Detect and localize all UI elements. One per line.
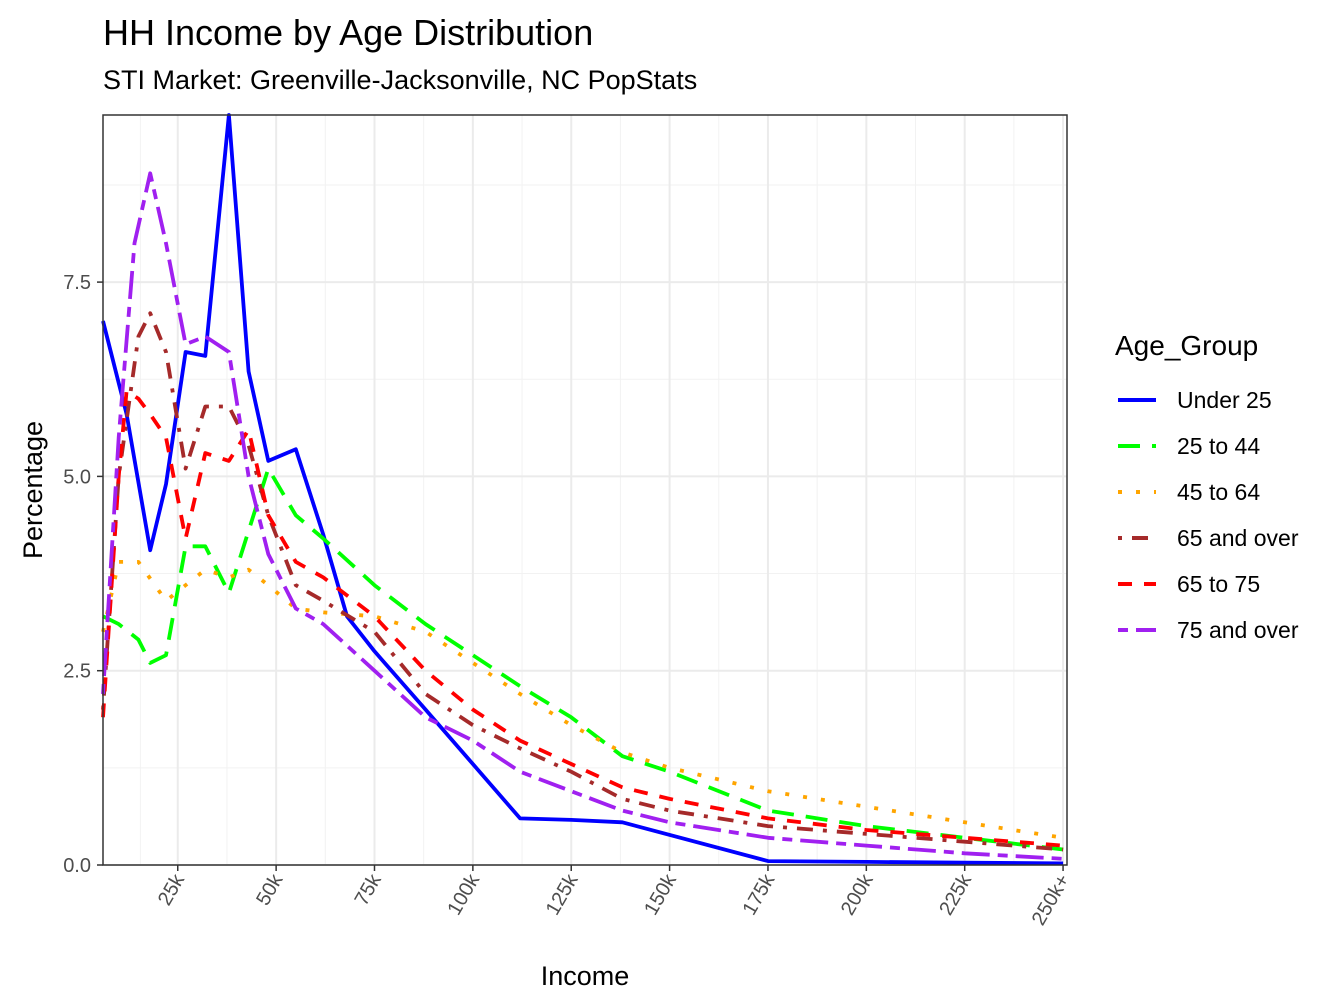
legend-label: 25 to 44 bbox=[1177, 432, 1261, 459]
y-tick-label: 5.0 bbox=[63, 466, 91, 488]
legend-label: 65 and over bbox=[1177, 524, 1299, 551]
x-tick-label: 150k bbox=[640, 870, 681, 919]
legend-key bbox=[1118, 582, 1156, 586]
legend-key bbox=[1118, 536, 1156, 540]
legend-item: 45 to 64 bbox=[1115, 472, 1260, 512]
x-tick-label: 250k+ bbox=[1028, 871, 1075, 930]
legend-label: Under 25 bbox=[1177, 386, 1272, 413]
legend-key bbox=[1118, 444, 1156, 448]
series-lines bbox=[101, 113, 1064, 866]
x-tick-label: 50k bbox=[252, 870, 288, 910]
legend-title: Age_Group bbox=[1115, 330, 1259, 361]
x-tick-label: 125k bbox=[542, 870, 583, 919]
y-tick-label: 2.5 bbox=[63, 661, 91, 683]
series-line-under-25 bbox=[101, 113, 1064, 866]
x-tick-label: 75k bbox=[351, 870, 387, 910]
chart-title: HH Income by Age Distribution bbox=[103, 12, 594, 53]
y-tick-label: 0.0 bbox=[63, 855, 91, 877]
legend-item: 65 and over bbox=[1115, 518, 1298, 558]
legend-label: 45 to 64 bbox=[1177, 478, 1261, 505]
series-line-25-to-44 bbox=[102, 466, 1064, 852]
grid-lines bbox=[103, 115, 1067, 866]
x-tick-label: 225k bbox=[935, 870, 976, 919]
legend-label: 75 and over bbox=[1177, 616, 1299, 643]
x-tick-label: 25k bbox=[154, 870, 190, 910]
legend-key bbox=[1118, 398, 1156, 402]
chart-subtitle: STI Market: Greenville-Jacksonville, NC … bbox=[103, 65, 698, 95]
legend-key bbox=[1118, 628, 1156, 632]
series-line-65-and-over bbox=[101, 311, 1064, 852]
legend-item: 65 to 75 bbox=[1115, 564, 1260, 604]
y-axis-label: Percentage bbox=[18, 421, 48, 559]
legend-item: 75 and over bbox=[1115, 610, 1298, 650]
legend-label: 65 to 75 bbox=[1177, 570, 1261, 597]
panel-border bbox=[102, 114, 1068, 866]
axes: 0.0 2.5 5.0 7.5 25k 50k 75k 100k 125k 150k 175k 200… bbox=[63, 272, 1074, 929]
series-line-65-to-75 bbox=[101, 388, 1064, 848]
x-tick-label: 100k bbox=[443, 870, 484, 919]
series-line-45-to-64 bbox=[101, 560, 1064, 840]
y-tick-label: 7.5 bbox=[63, 272, 91, 294]
series-line-75-and-over bbox=[101, 171, 1064, 861]
legend-item: 25 to 44 bbox=[1115, 426, 1260, 466]
legend-item: Under 25 bbox=[1115, 380, 1272, 420]
x-axis-label: Income bbox=[541, 961, 630, 991]
x-tick-label: 175k bbox=[739, 870, 780, 919]
x-tick-label: 200k bbox=[837, 870, 878, 919]
legend-key bbox=[1118, 490, 1156, 494]
